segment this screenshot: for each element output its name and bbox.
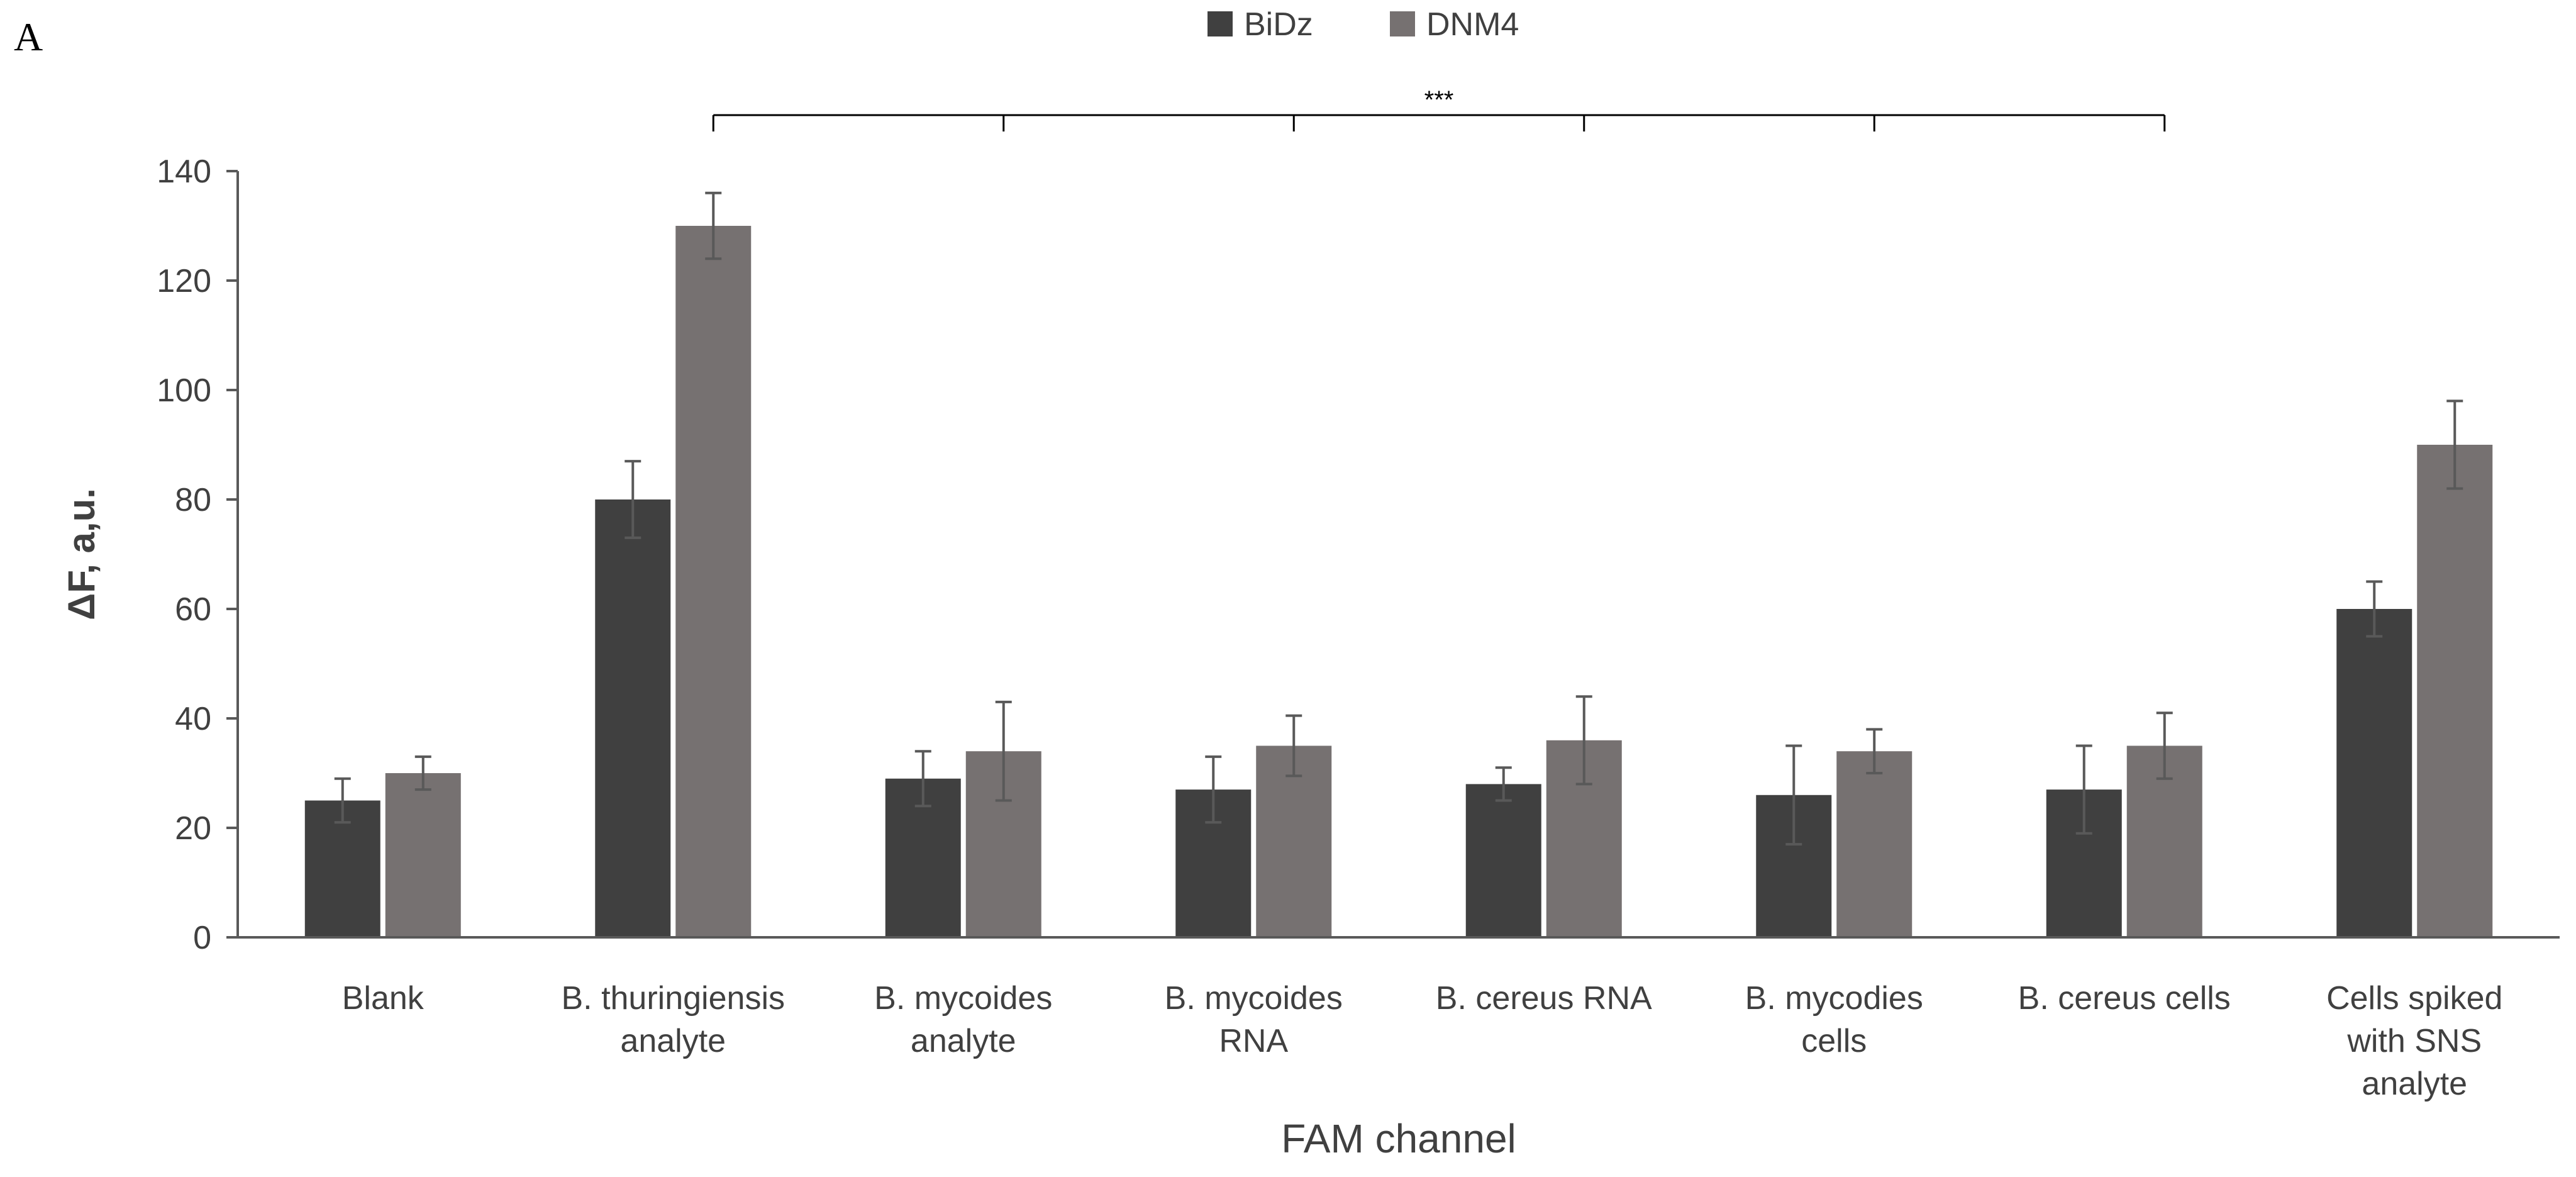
y-axis <box>226 170 239 939</box>
bar-dnm4-5 <box>1836 751 1913 937</box>
bar-dnm4-0 <box>385 773 461 937</box>
bar-dnm4-1 <box>675 226 752 937</box>
panel-label: A <box>14 14 43 59</box>
significance-label: *** <box>1424 86 1454 114</box>
y-tick-label-80: 80 <box>175 482 211 518</box>
error-bar-dnm4-5 <box>1866 728 1883 774</box>
x-tick-label-2: B. mycoides analyte <box>874 980 1052 1059</box>
legend-swatch-dnm4 <box>1390 11 1415 36</box>
error-bar-dnm4-6 <box>2156 711 2173 780</box>
error-bar-bidz-4 <box>1495 766 1512 802</box>
bar-bidz-1 <box>595 499 671 937</box>
x-tick-label-3: B. mycoides RNA <box>1165 980 1343 1059</box>
error-bar-bidz-5 <box>1785 744 1802 846</box>
y-tick-label-120: 120 <box>157 263 211 299</box>
legend-label-dnm4: DNM4 <box>1426 6 1519 43</box>
x-tick-labels: Blank B. thuringiensis analyte B. mycoides a… <box>342 980 2503 1102</box>
y-tick-label-0: 0 <box>193 920 211 956</box>
y-tick-label-60: 60 <box>175 591 211 628</box>
y-tick-label-40: 40 <box>175 701 211 737</box>
y-tick-labels: 0 20 40 60 80 100 120 140 <box>157 153 211 956</box>
significance-bracket: *** <box>712 86 2166 131</box>
x-tick-label-1: B. thuringiensis analyte <box>561 980 785 1059</box>
error-bar-dnm4-7 <box>2446 399 2463 490</box>
bar-bidz-4 <box>1465 784 1541 937</box>
x-tick-label-6: B. cereus cells <box>2018 980 2231 1017</box>
error-bar-dnm4-1 <box>705 191 722 260</box>
y-axis-label: ΔF, a,u. <box>60 488 103 620</box>
bar-dnm4-7 <box>2417 445 2493 937</box>
bars-group <box>304 226 2493 937</box>
y-tick-label-20: 20 <box>175 810 211 847</box>
error-bar-bidz-6 <box>2075 744 2092 835</box>
legend-swatch-bidz <box>1208 11 1233 36</box>
y-tick-label-140: 140 <box>157 153 211 190</box>
error-bar-bidz-0 <box>334 777 351 824</box>
bar-bidz-7 <box>2336 609 2412 937</box>
error-bar-dnm4-0 <box>414 755 431 791</box>
bar-dnm4-3 <box>1256 745 1332 937</box>
y-tick-label-100: 100 <box>157 372 211 409</box>
x-tick-label-7: Cells spiked with SNS analyte <box>2326 980 2502 1102</box>
error-bar-dnm4-2 <box>995 700 1012 802</box>
error-bar-dnm4-3 <box>1285 714 1302 778</box>
error-bar-dnm4-4 <box>1575 695 1592 786</box>
error-bar-bidz-7 <box>2366 580 2383 638</box>
error-bars-group <box>334 191 2463 846</box>
x-tick-label-4: B. cereus RNA <box>1436 980 1652 1017</box>
x-axis-label: FAM channel <box>1281 1116 1516 1161</box>
error-bar-bidz-1 <box>625 460 641 539</box>
legend: BiDz DNM4 <box>1208 6 1519 43</box>
error-bar-bidz-2 <box>914 750 931 808</box>
x-tick-label-0: Blank <box>342 980 425 1017</box>
error-bar-bidz-3 <box>1205 755 1222 824</box>
x-tick-label-5: B. mycodies cells <box>1745 980 1923 1059</box>
legend-label-bidz: BiDz <box>1244 6 1313 43</box>
